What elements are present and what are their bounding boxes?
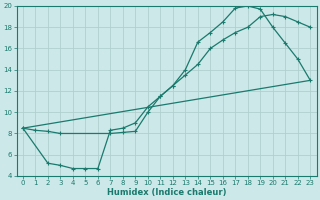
X-axis label: Humidex (Indice chaleur): Humidex (Indice chaleur)	[107, 188, 226, 197]
